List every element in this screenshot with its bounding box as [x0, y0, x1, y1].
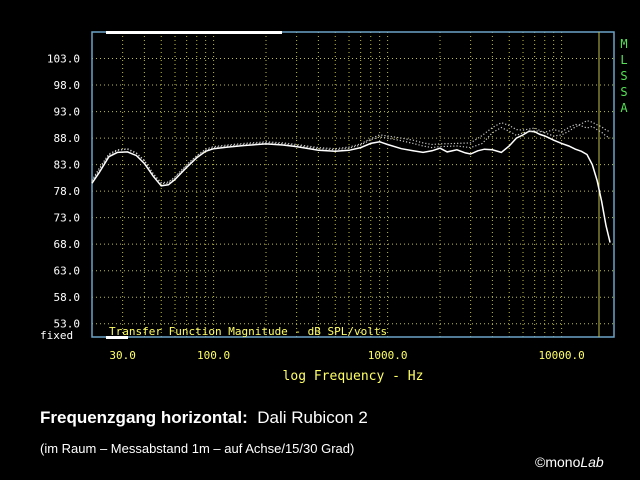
y-tick-label: 73.0 [54, 212, 81, 225]
brand-italic: Lab [580, 454, 604, 470]
side-label-letter: M [620, 37, 627, 51]
copyright: ©monoLab [535, 454, 604, 470]
x-tick-label: 10000.0 [538, 349, 584, 362]
series-line-2 [91, 119, 611, 184]
y-tick-label: 98.0 [54, 79, 81, 92]
scrollbar-indicator-top [106, 31, 282, 34]
x-axis-label: log Frequency - Hz [283, 369, 424, 384]
side-label-letter: S [620, 85, 627, 99]
y-tick-label: 83.0 [54, 159, 81, 172]
y-tick-label: 78.0 [54, 185, 81, 198]
caption-title: Frequenzgang horizontal: Dali Rubicon 2 [40, 408, 368, 428]
caption-title-bold: Frequenzgang horizontal: [40, 408, 248, 427]
series-line-0 [91, 130, 611, 243]
caption-subtitle: (im Raum – Messabstand 1m – auf Achse/15… [40, 441, 355, 456]
copyright-symbol: © [535, 454, 546, 470]
y-tick-label: 88.0 [54, 132, 81, 145]
plot-frame [91, 31, 615, 338]
chart-title: Transfer Function Magnitude - dB SPL/vol… [109, 325, 387, 338]
scrollbar-indicator-bottom [106, 336, 128, 339]
y-tick-label: 63.0 [54, 265, 81, 278]
caption-title-rest: Dali Rubicon 2 [257, 408, 368, 427]
y-tick-label: 68.0 [54, 238, 81, 251]
x-tick-label: 100.0 [197, 349, 230, 362]
side-label-letter: S [620, 69, 627, 83]
grid [91, 32, 615, 337]
series-group [91, 119, 611, 243]
y-tick-label: 93.0 [54, 106, 81, 119]
y-tick-labels: 103.0 98.0 93.0 88.0 83.0 78.0 73.0 68.0 63.0 58.… [47, 53, 80, 331]
y-tick-label: 103.0 [47, 53, 80, 66]
x-tick-labels: 30.0 100.0 1000.0 10000.0 [109, 349, 584, 362]
series-line-1 [91, 123, 611, 185]
y-tick-label: 53.0 [54, 318, 81, 331]
x-tick-label: 30.0 [109, 349, 136, 362]
y-tick-label: 58.0 [54, 291, 81, 304]
side-label-letter: L [620, 53, 627, 67]
y-bottom-label: fixed [40, 329, 73, 342]
x-tick-label: 1000.0 [368, 349, 408, 362]
brand-normal: mono [545, 454, 581, 470]
side-label-letter: A [620, 101, 628, 115]
